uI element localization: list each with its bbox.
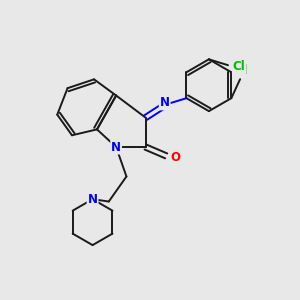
Text: N: N (160, 96, 170, 110)
Text: Cl: Cl (233, 60, 246, 73)
Text: O: O (170, 151, 180, 164)
Text: N: N (111, 141, 121, 154)
Text: N: N (88, 193, 98, 206)
Text: Cl: Cl (235, 64, 248, 77)
